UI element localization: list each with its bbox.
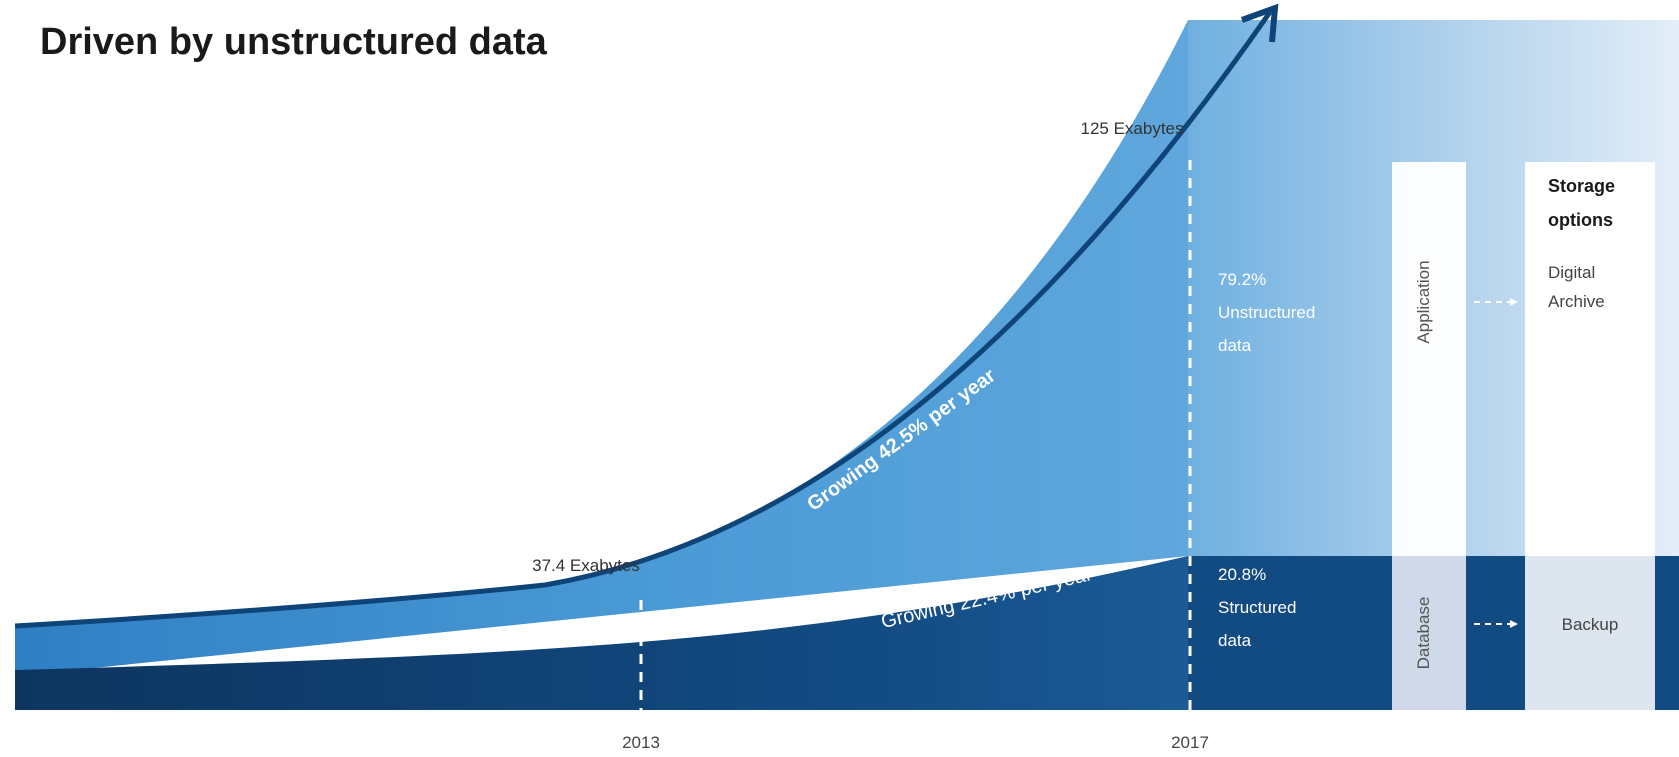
backup-label: Backup (1562, 615, 1619, 634)
unstructured-area (15, 20, 1188, 676)
connector-application-head (1510, 298, 1518, 306)
application-label: Application (1414, 260, 1433, 343)
storage-title-line1: Storage (1548, 176, 1615, 196)
growth-arrow-head (1240, 3, 1279, 43)
chart-title: Driven by unstructured data (40, 21, 548, 63)
storage-panel (1525, 162, 1655, 556)
storage-title-line2: options (1548, 210, 1613, 230)
application-panel (1392, 162, 1466, 556)
unstructured-share-line1: Unstructured (1218, 303, 1315, 322)
unstructured-share-line2: data (1218, 336, 1252, 355)
total-label-2013: 37.4 Exabytes (532, 556, 640, 575)
connector-database-head (1510, 620, 1518, 628)
digital-archive-line2: Archive (1548, 292, 1605, 311)
structured-share-line2: data (1218, 631, 1252, 650)
structured-share-pct: 20.8% (1218, 565, 1266, 584)
backup-panel (1525, 556, 1655, 710)
structured-area (15, 556, 1188, 710)
structured-share-line1: Structured (1218, 598, 1296, 617)
digital-archive-line1: Digital (1548, 263, 1595, 282)
total-label-2017: 125 Exabytes (1080, 119, 1183, 138)
growth-arrow-line (14, 10, 1273, 629)
x-tick-2013: 2013 (622, 733, 660, 752)
database-label: Database (1414, 597, 1433, 670)
x-tick-2017: 2017 (1171, 733, 1209, 752)
unstructured-share-pct: 79.2% (1218, 270, 1266, 289)
database-panel (1392, 556, 1466, 710)
